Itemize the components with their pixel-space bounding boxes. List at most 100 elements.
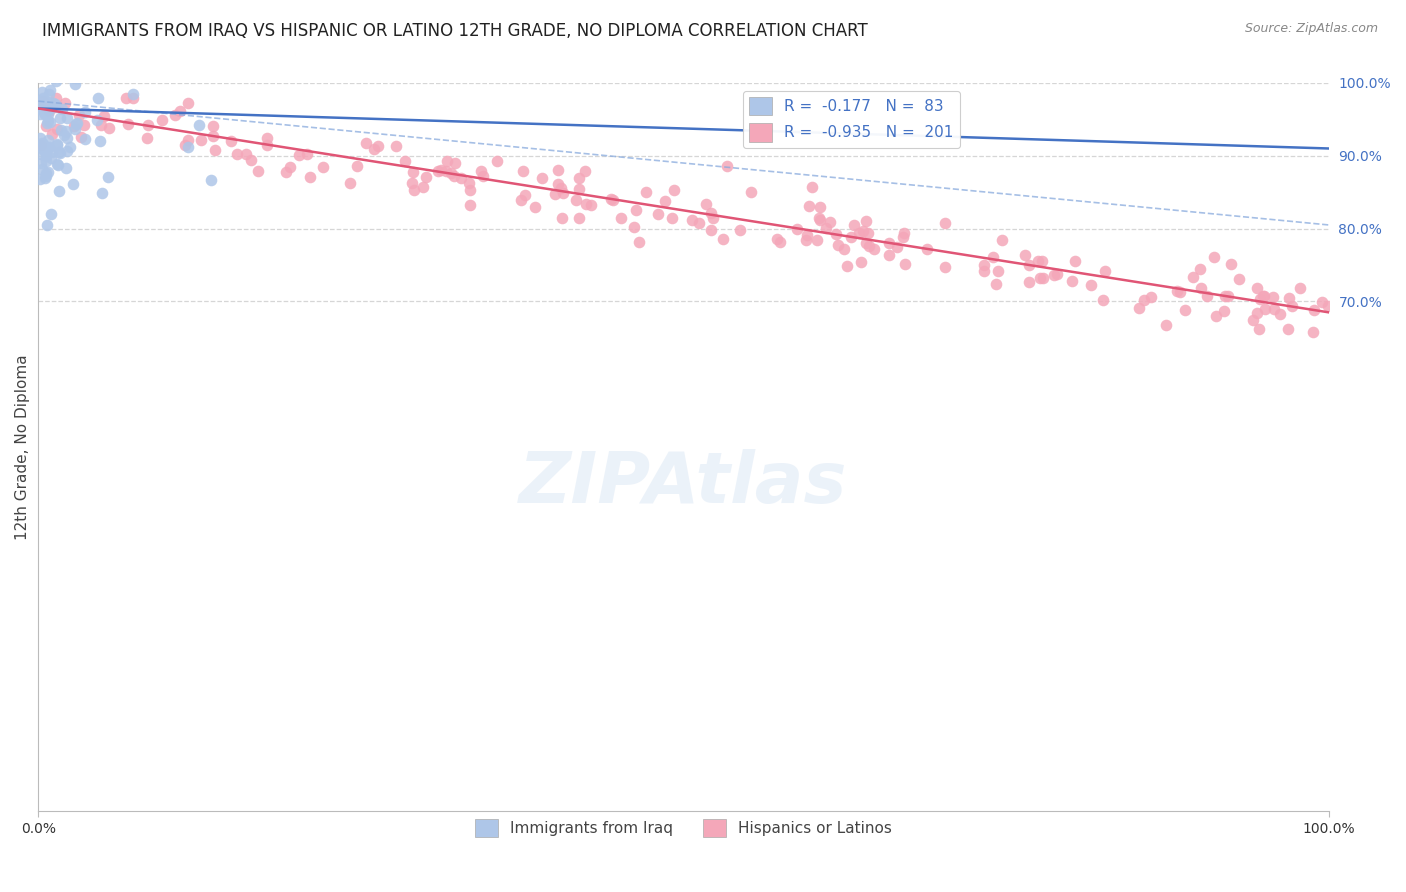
Point: [485, 154, 508, 169]
Point: [835, 260, 858, 274]
Point: [1247, 322, 1270, 336]
Point: [28, 102, 51, 116]
Point: [30, 146, 52, 161]
Point: [439, 166, 461, 180]
Point: [472, 169, 495, 183]
Point: [1166, 284, 1188, 298]
Point: [1140, 289, 1163, 303]
Point: [415, 169, 437, 184]
Point: [1246, 281, 1268, 295]
Point: [48, 184, 70, 198]
Point: [1032, 271, 1054, 285]
Point: [1263, 302, 1285, 317]
Point: [1181, 269, 1204, 284]
Point: [1281, 299, 1303, 313]
Point: [69, 62, 91, 76]
Point: [177, 96, 200, 111]
Point: [609, 211, 631, 225]
Point: [49, 122, 72, 136]
Point: [65, 122, 87, 136]
Point: [981, 250, 1004, 264]
Point: [63, 120, 86, 134]
Point: [1091, 293, 1114, 307]
Point: [600, 192, 623, 206]
Point: [716, 159, 738, 173]
Text: IMMIGRANTS FROM IRAQ VS HISPANIC OR LATINO 12TH GRADE, NO DIPLOMA CORRELATION CH: IMMIGRANTS FROM IRAQ VS HISPANIC OR LATI…: [42, 22, 868, 40]
Point: [401, 176, 423, 190]
Point: [346, 159, 368, 173]
Point: [55, 124, 77, 138]
Point: [34, 106, 56, 120]
Point: [1128, 301, 1150, 315]
Point: [30, 156, 52, 170]
Point: [202, 119, 225, 133]
Point: [31, 94, 53, 108]
Point: [66, 71, 89, 86]
Point: [37, 218, 59, 232]
Point: [1189, 281, 1212, 295]
Point: [1029, 270, 1052, 285]
Point: [564, 193, 586, 207]
Point: [187, 118, 209, 132]
Point: [1031, 254, 1053, 268]
Point: [1302, 325, 1324, 339]
Point: [45, 90, 67, 104]
Point: [700, 223, 723, 237]
Point: [339, 177, 361, 191]
Point: [551, 186, 574, 201]
Point: [70, 129, 93, 144]
Point: [65, 116, 87, 130]
Point: [973, 263, 995, 277]
Point: [987, 264, 1010, 278]
Point: [73, 118, 96, 132]
Point: [41, 151, 63, 165]
Point: [990, 233, 1012, 247]
Point: [312, 160, 335, 174]
Point: [661, 211, 683, 225]
Point: [986, 277, 1008, 292]
Point: [37, 141, 59, 155]
Point: [55, 161, 77, 176]
Point: [1026, 253, 1049, 268]
Point: [1170, 285, 1192, 299]
Legend: Immigrants from Iraq, Hispanics or Latinos: Immigrants from Iraq, Hispanics or Latin…: [468, 813, 898, 844]
Point: [38, 102, 60, 116]
Point: [1018, 275, 1040, 289]
Point: [46, 158, 69, 172]
Point: [891, 230, 914, 244]
Point: [32, 142, 55, 156]
Point: [766, 231, 789, 245]
Point: [31, 136, 53, 150]
Point: [893, 257, 915, 271]
Point: [45, 137, 67, 152]
Point: [1216, 288, 1239, 302]
Point: [848, 226, 870, 240]
Point: [58, 70, 80, 85]
Point: [602, 193, 624, 207]
Point: [688, 216, 710, 230]
Point: [32, 142, 55, 156]
Point: [163, 108, 186, 122]
Point: [1174, 302, 1197, 317]
Point: [117, 118, 139, 132]
Point: [893, 226, 915, 240]
Point: [799, 199, 821, 213]
Point: [49, 111, 72, 125]
Point: [547, 177, 569, 191]
Point: [136, 131, 159, 145]
Point: [201, 128, 224, 143]
Point: [1212, 303, 1234, 318]
Point: [41, 95, 63, 110]
Point: [73, 132, 96, 146]
Point: [90, 118, 112, 132]
Point: [654, 194, 676, 209]
Point: [31, 162, 53, 177]
Point: [59, 139, 82, 153]
Point: [827, 237, 849, 252]
Point: [713, 232, 735, 246]
Point: [256, 131, 278, 145]
Point: [204, 144, 226, 158]
Point: [458, 198, 481, 212]
Point: [806, 233, 828, 247]
Point: [434, 164, 457, 178]
